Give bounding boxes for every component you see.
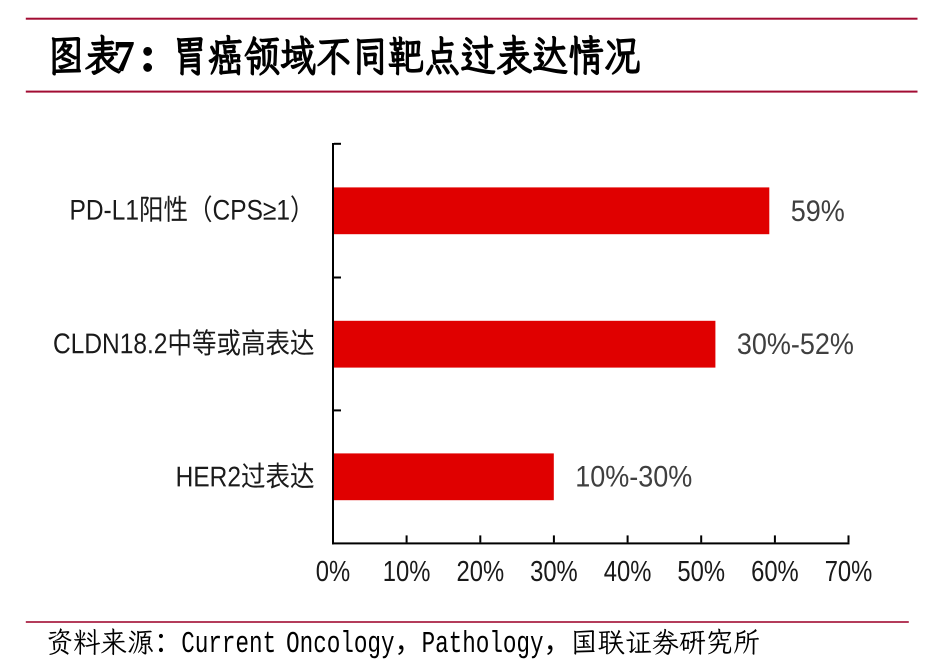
svg-text:40%: 40% [604,555,652,588]
svg-text:20%: 20% [456,555,504,588]
svg-text:10%-30%: 10%-30% [575,460,692,494]
svg-text:30%: 30% [530,555,578,588]
svg-text:70%: 70% [825,555,873,588]
svg-text:50%: 50% [677,555,725,588]
svg-text:30%-52%: 30%-52% [737,328,854,362]
svg-text:59%: 59% [791,195,845,229]
svg-text:0%: 0% [316,555,350,588]
svg-text:10%: 10% [383,555,431,588]
svg-text:60%: 60% [751,555,799,588]
